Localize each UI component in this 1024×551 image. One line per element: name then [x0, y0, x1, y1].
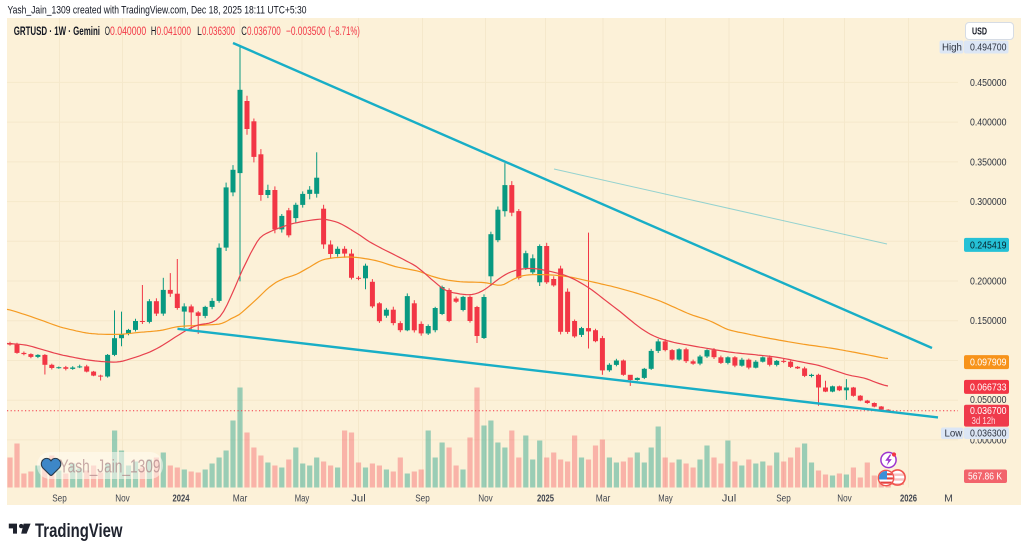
svg-text:Nov: Nov — [837, 493, 852, 505]
svg-text:Jul: Jul — [351, 493, 366, 505]
svg-text:2026: 2026 — [900, 493, 917, 505]
svg-text:−0.003500: −0.003500 — [286, 26, 326, 38]
svg-text:Mar: Mar — [596, 493, 611, 505]
svg-text:0.050000: 0.050000 — [970, 395, 1007, 406]
svg-text:Sep: Sep — [776, 493, 791, 505]
svg-text:0.450000: 0.450000 — [970, 78, 1007, 89]
svg-text:3d 12h: 3d 12h — [972, 416, 996, 427]
svg-text:High: High — [942, 43, 962, 54]
svg-text:0.200000: 0.200000 — [970, 277, 1007, 288]
svg-text:0.036300: 0.036300 — [970, 429, 1007, 440]
svg-text:Low: Low — [945, 429, 964, 440]
svg-text:0.066733: 0.066733 — [970, 382, 1007, 393]
svg-text:0.041000: 0.041000 — [157, 26, 192, 38]
svg-text:0.036700: 0.036700 — [970, 406, 1007, 417]
svg-text:0.400000: 0.400000 — [970, 118, 1007, 129]
svg-text:Nov: Nov — [115, 493, 130, 505]
svg-text:0.494700: 0.494700 — [970, 43, 1007, 54]
svg-text:Yash_Jain_1309: Yash_Jain_1309 — [60, 456, 161, 478]
svg-text:GRTUSD · 1W · Gemini: GRTUSD · 1W · Gemini — [14, 26, 100, 38]
svg-text:Sep: Sep — [52, 493, 67, 505]
svg-text:(−8.71%): (−8.71%) — [328, 26, 360, 38]
svg-text:May: May — [658, 493, 673, 505]
svg-text:L: L — [197, 26, 202, 38]
svg-text:USD: USD — [972, 27, 987, 38]
svg-text:O: O — [105, 26, 110, 38]
svg-text:2024: 2024 — [173, 493, 190, 505]
svg-text:2025: 2025 — [537, 493, 554, 505]
svg-text:0.350000: 0.350000 — [970, 157, 1007, 168]
svg-text:H: H — [151, 26, 156, 38]
svg-text:Jul: Jul — [722, 493, 737, 505]
svg-text:0.040000: 0.040000 — [110, 26, 146, 38]
svg-text:Nov: Nov — [478, 493, 493, 505]
svg-text:Mar: Mar — [233, 493, 248, 505]
svg-text:M: M — [944, 493, 953, 505]
svg-text:0.300000: 0.300000 — [970, 197, 1007, 208]
svg-text:Yash_Jain_1309 created with Tr: Yash_Jain_1309 created with TradingView.… — [8, 5, 307, 17]
svg-text:May: May — [295, 493, 310, 505]
svg-text:Sep: Sep — [415, 493, 430, 505]
svg-text:0.036700: 0.036700 — [247, 26, 281, 38]
svg-text:0.150000: 0.150000 — [970, 316, 1007, 327]
svg-text:0.245419: 0.245419 — [970, 240, 1007, 251]
svg-text:567.86 K: 567.86 K — [968, 472, 1002, 483]
svg-text:0.000000: 0.000000 — [970, 436, 1007, 447]
svg-text:0.097909: 0.097909 — [970, 358, 1007, 369]
svg-text:TradingView: TradingView — [35, 520, 123, 542]
svg-text:C: C — [241, 26, 247, 38]
svg-text:0.036300: 0.036300 — [202, 26, 235, 38]
